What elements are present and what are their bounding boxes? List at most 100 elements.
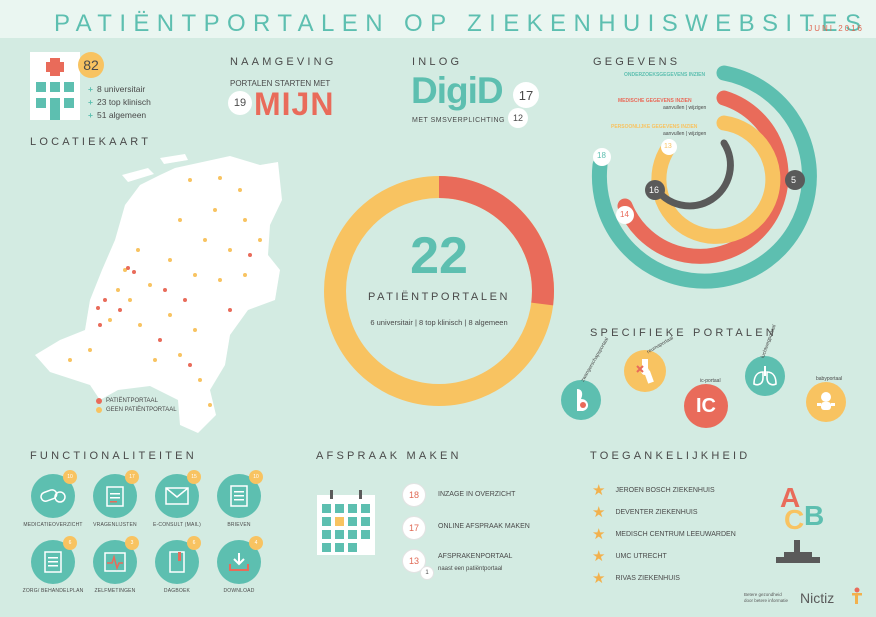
nictiz-logo: Nictiz: [800, 590, 835, 606]
func-count-badge: 6: [187, 536, 201, 550]
stat-line: +8 universitair: [88, 84, 146, 94]
lungs-icon: [745, 356, 785, 396]
func-econsult: 15 E-CONSULT (MAIL): [153, 470, 201, 528]
func-zorgplan: 6 ZORG/ BEHANDELPLAN: [23, 536, 83, 594]
ring-sublabel-persoonlijk: aanvullen | wijzigen: [663, 131, 707, 137]
func-label: DAGBOEK: [163, 588, 191, 594]
star-icon: ★: [592, 569, 606, 587]
ring-label-persoonlijk: PERSOONLIJKE GEGEVENS INZIEN: [611, 124, 698, 130]
func-label: BRIEVEN: [227, 522, 251, 528]
func-count-badge: 17: [125, 470, 139, 484]
donut-label: PATIËNTPORTALEN: [367, 291, 511, 303]
specifiek-label-baby: babyportaal: [816, 376, 843, 382]
joint-icon: [624, 350, 666, 392]
gegevens-rings: [591, 65, 817, 289]
star-icon: ★: [592, 481, 606, 499]
baby-icon: [806, 382, 846, 422]
toegankelijkheid-list: ★ JEROEN BOSCH ZIEKENHUIS ★ DEVENTER ZIEKE…: [592, 479, 736, 589]
func-count-badge: 10: [249, 470, 263, 484]
stat-line: +23 top klinisch: [88, 97, 151, 107]
legend-dot-icon: [96, 407, 102, 413]
ring-label-medisch: MEDISCHE GEGEVENS INZIEN: [618, 98, 692, 104]
naamgeving-subtitle: PORTALEN STARTEN MET: [230, 79, 331, 88]
block-letter-a: A: [780, 482, 801, 513]
func-count-badge: 3: [125, 536, 139, 550]
func-count-badge: 6: [63, 536, 77, 550]
locatiekaart-title: LOCATIEKAART: [30, 136, 152, 148]
func-label: VRAGENLIJSTEN: [93, 522, 137, 528]
specifiek-label-ic: ic-portaal: [700, 378, 721, 384]
func-vragenlijsten: 17 VRAGENLIJSTEN: [93, 470, 139, 528]
calendar-icon: [317, 490, 375, 555]
func-zelfmetingen: 3 ZELFMETINGEN: [93, 536, 139, 594]
hospital-breakdown: +8 universitair +23 top klinisch +51 alg…: [88, 84, 151, 120]
total-hospitals-badge: 82: [78, 52, 104, 78]
legend-dot-icon: [96, 398, 102, 404]
star-icon: ★: [592, 525, 606, 543]
block-floor: [776, 557, 820, 563]
ring-value-dark: 16: [649, 185, 660, 195]
ring-value-extra: 5: [791, 175, 797, 185]
header-bar: [0, 0, 876, 38]
toegankelijkheid-item: ★ JEROEN BOSCH ZIEKENHUIS: [592, 481, 715, 499]
functionaliteiten-grid: 10 MEDICATIEOVERZICHT 17 VRAGENLIJSTEN 1…: [14, 470, 284, 600]
portal-donut: [324, 176, 554, 406]
block-stand: [794, 540, 800, 552]
sms-count: 12: [508, 108, 528, 128]
naamgeving-word: MIJN: [254, 86, 335, 122]
ring-value-onderzoek: 18: [597, 151, 606, 160]
digid-logo: DigiD: [411, 70, 504, 111]
pregnancy-icon: [561, 380, 601, 420]
afspraak-extra: naast een patiëntportaal: [438, 566, 503, 572]
afspraak-title: AFSPRAAK MAKEN: [316, 450, 462, 462]
toegankelijkheid-item: ★ UMC UTRECHT: [592, 547, 667, 565]
donut-breakdown: 6 universitair | 8 top klinisch | 8 alge…: [370, 318, 508, 327]
page-date: JUNI 2016: [808, 24, 864, 33]
toegankelijkheid-item: ★ DEVENTER ZIEKENHUIS: [592, 503, 698, 521]
naamgeving-title: NAAMGEVING: [230, 56, 337, 68]
functionaliteiten-title: FUNCTIONALITEITEN: [30, 450, 197, 462]
nictiz-mark-icon: [849, 587, 863, 605]
netherlands-map: [35, 154, 282, 433]
legend-item-portaal: PATIËNTPORTAAL: [96, 398, 177, 404]
func-label: ZELFMETINGEN: [94, 588, 136, 594]
map-legend: PATIËNTPORTAAL GEEN PATIËNTPORTAAL: [96, 398, 177, 413]
ring-sublabel-medisch: aanvullen | wijzigen: [663, 105, 707, 111]
func-dagboek: 6 DAGBOEK: [155, 536, 201, 594]
pills-icon: [31, 474, 75, 518]
donut-value: 22: [410, 227, 468, 285]
func-label: ZORG/ BEHANDELPLAN: [22, 588, 84, 594]
ring-value-medisch: 14: [620, 210, 629, 219]
specifiek-title: SPECIFIEKE PORTALEN: [590, 327, 777, 339]
inlog-title: INLOG: [412, 56, 463, 68]
afspraak-extra-count: 1: [420, 566, 434, 580]
stat-line: +51 algemeen: [88, 110, 147, 120]
clipboard-icon: [93, 474, 137, 518]
toegankelijkheid-title: TOEGANKELIJKHEID: [590, 450, 751, 462]
block-base: [784, 552, 812, 557]
sms-label: MET SMSVERPLICHTING: [412, 117, 505, 124]
afspraak-count: 18: [402, 483, 426, 507]
afspraak-label: INZAGE IN OVERZICHT: [438, 491, 516, 498]
star-icon: ★: [592, 503, 606, 521]
block-letter-b: B: [804, 500, 825, 531]
func-label: DOWNLOAD: [223, 588, 255, 594]
afspraak-label: AFSPRAKENPORTAAL: [438, 553, 513, 560]
legend-item-geen: GEEN PATIËNTPORTAAL: [96, 407, 177, 413]
hospital-icon: [30, 52, 80, 120]
func-label: MEDICATIEOVERZICHT: [23, 522, 83, 528]
toegankelijkheid-item: ★ MEDISCH CENTRUM LEEUWARDEN: [592, 525, 736, 543]
gegevens-title: GEGEVENS: [593, 56, 681, 68]
func-download: 4 DOWNLOAD: [217, 536, 263, 594]
func-medicatie: 10 MEDICATIEOVERZICHT: [23, 470, 82, 528]
footer-tagline: Betere gezondheid door betere informatie: [744, 592, 789, 603]
afspraak-count: 17: [402, 516, 426, 540]
toegankelijkheid-item: ★ RIVAS ZIEKENHUIS: [592, 569, 680, 587]
func-count-badge: 10: [63, 470, 77, 484]
func-label: E-CONSULT (MAIL): [152, 522, 202, 528]
abc-blocks-icon: A C B: [774, 482, 830, 572]
ring-label-onderzoek: ONDERZOEKSGEGEVENS INZIEN: [624, 72, 706, 78]
inlog-count: 17: [513, 82, 539, 108]
ic-icon: IC: [684, 384, 728, 428]
star-icon: ★: [592, 547, 606, 565]
